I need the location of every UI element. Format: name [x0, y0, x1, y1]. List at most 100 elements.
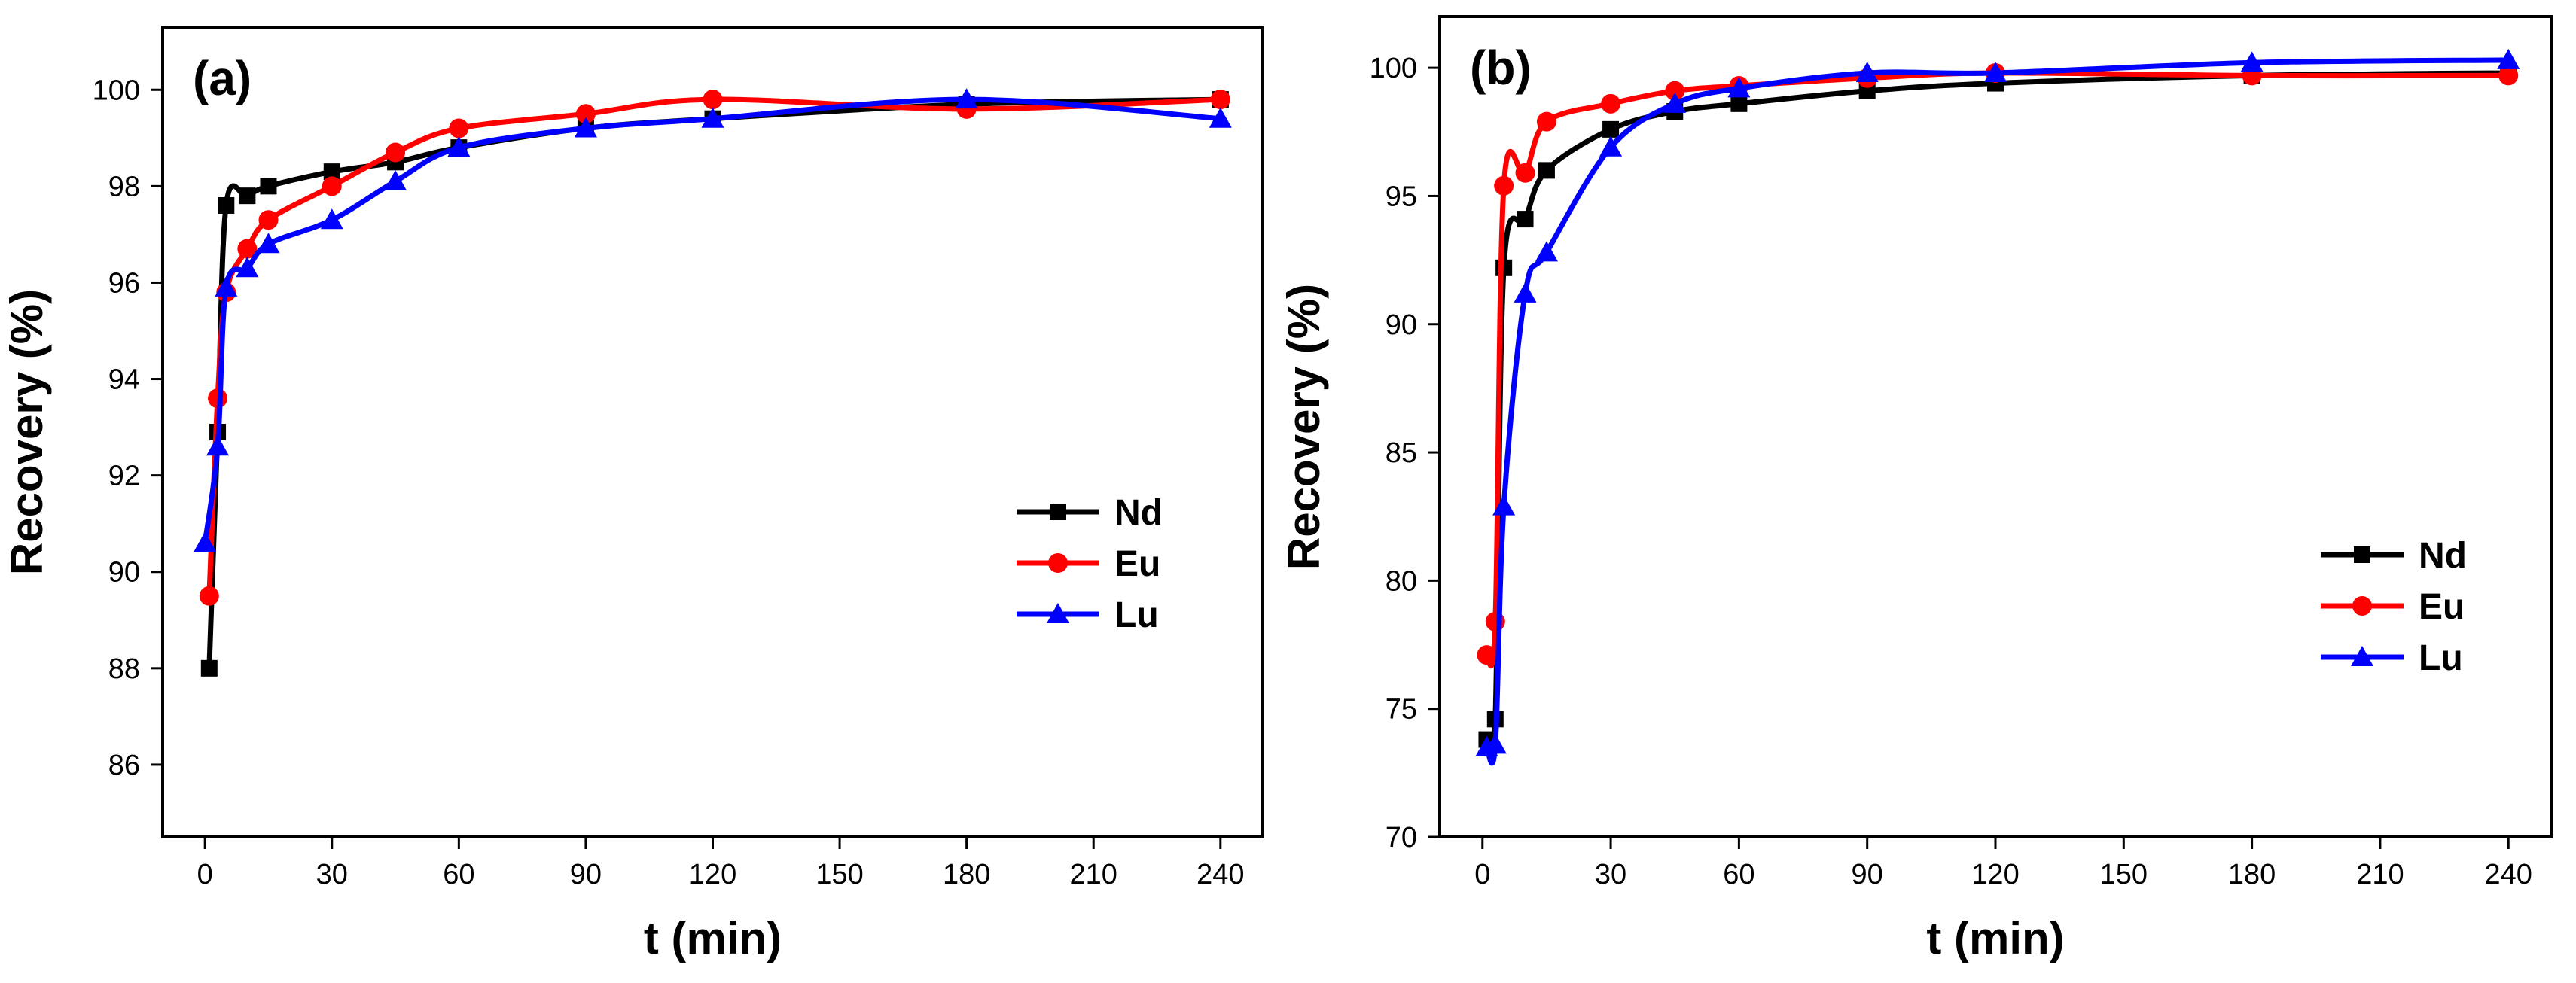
data-point-nd	[323, 163, 340, 181]
data-point-lu	[320, 208, 343, 230]
series-line-nd	[206, 96, 1224, 671]
x-tick-label: 120	[1971, 859, 2019, 890]
data-point-lu	[1535, 241, 1558, 262]
x-tick-label: 210	[2356, 859, 2404, 890]
y-tick-label: 80	[1386, 565, 1417, 597]
data-point-nd	[239, 187, 256, 205]
data-point-eu	[2498, 65, 2519, 86]
data-point-lu	[1727, 77, 1751, 98]
y-tick-label: 98	[108, 171, 140, 202]
data-point-lu	[1514, 282, 1537, 303]
x-tick-label: 180	[2228, 859, 2276, 890]
legend-marker-nd	[1050, 504, 1066, 520]
data-point-nd	[1602, 120, 1620, 138]
y-tick-label: 95	[1386, 181, 1417, 212]
y-tick-label: 70	[1386, 822, 1417, 854]
y-tick-label: 100	[1370, 53, 1417, 84]
data-point-lu	[1984, 61, 2007, 82]
data-point-lu	[215, 275, 238, 297]
data-point-lu	[1855, 61, 1879, 82]
data-point-nd	[1730, 95, 1748, 112]
x-axis-title: t (min)	[1926, 913, 2064, 963]
plot-frame	[1438, 15, 2553, 838]
y-tick-label: 88	[108, 653, 140, 685]
data-point-eu	[1210, 90, 1230, 110]
data-point-eu	[1665, 81, 1685, 101]
data-point-lu	[955, 88, 978, 109]
data-point-eu	[386, 142, 406, 163]
y-tick-label: 100	[93, 75, 140, 106]
data-point-eu	[258, 210, 279, 230]
data-point-lu	[447, 136, 471, 157]
legend-label-eu: Eu	[1114, 544, 1160, 584]
y-tick-label: 86	[108, 750, 140, 781]
data-point-eu	[1477, 645, 1497, 665]
y-tick-label: 90	[1386, 309, 1417, 341]
x-tick-label: 150	[2100, 859, 2148, 890]
legend-label-lu: Lu	[2419, 638, 2463, 678]
data-point-eu	[237, 239, 258, 259]
data-point-eu	[1536, 111, 1556, 132]
data-point-eu	[703, 90, 723, 110]
data-point-eu	[449, 118, 469, 138]
y-tick-label: 94	[108, 364, 140, 396]
data-point-nd	[1538, 162, 1555, 179]
data-point-lu	[194, 531, 217, 552]
series-line-lu	[202, 96, 1224, 546]
series-nd	[200, 91, 1229, 677]
data-point-lu	[701, 107, 724, 128]
data-point-lu	[1492, 495, 1516, 516]
x-tick-label: 0	[197, 859, 213, 890]
y-axis-title: Recovery (%)	[1279, 284, 1329, 570]
series-line-lu	[1483, 57, 2511, 766]
data-point-lu	[384, 169, 407, 190]
data-point-eu	[1494, 175, 1514, 196]
panel-label: (b)	[1470, 41, 1532, 95]
data-point-nd	[1517, 211, 1534, 228]
chart-panel-b: 0 30 60 90 120 150 180 210 240 70 75 80 85 90 95 100 t (…	[1279, 15, 2553, 963]
data-point-eu	[1485, 611, 1505, 631]
data-point-nd	[200, 659, 218, 677]
legend-label-lu: Lu	[1114, 595, 1159, 635]
x-tick-label: 240	[2485, 859, 2532, 890]
data-point-eu	[575, 104, 596, 124]
legend-marker-lu	[1047, 603, 1069, 623]
x-tick-label: 60	[443, 859, 474, 890]
x-tick-label: 210	[1070, 859, 1117, 890]
data-point-lu	[574, 117, 597, 138]
data-point-nd	[218, 196, 235, 214]
series-eu	[1477, 62, 2519, 669]
plot-frame	[161, 26, 1264, 838]
data-point-nd	[260, 178, 277, 195]
x-tick-label: 90	[570, 859, 602, 890]
series-line-eu	[206, 96, 1224, 599]
legend-label-eu: Eu	[2419, 587, 2465, 627]
x-tick-label: 0	[1474, 859, 1490, 890]
y-axis-title: Recovery (%)	[2, 289, 52, 575]
data-point-lu	[206, 435, 230, 456]
data-point-lu	[236, 257, 259, 278]
x-axis-title: t (min)	[644, 913, 782, 963]
y-tick-label: 96	[108, 267, 140, 299]
data-point-lu	[2240, 51, 2264, 72]
series-lu	[1475, 48, 2520, 766]
legend-marker-eu	[1048, 553, 1068, 573]
panel-label: (a)	[193, 51, 252, 105]
data-point-lu	[2497, 48, 2520, 69]
x-tick-label: 30	[1595, 859, 1626, 890]
data-point-lu	[1209, 107, 1232, 128]
y-tick-label: 85	[1386, 437, 1417, 469]
x-tick-label: 90	[1852, 859, 1883, 890]
series-line-eu	[1483, 70, 2511, 669]
data-point-lu	[1663, 92, 1687, 113]
legend-label-nd: Nd	[1114, 493, 1163, 533]
x-tick-label: 180	[943, 859, 990, 890]
y-tick-label: 92	[108, 461, 140, 492]
series-lu	[194, 88, 1232, 552]
x-tick-label: 60	[1723, 859, 1754, 890]
x-tick-label: 30	[316, 859, 348, 890]
legend-marker-nd	[2354, 546, 2370, 563]
y-tick-label: 90	[108, 557, 140, 589]
legend-label-nd: Nd	[2419, 536, 2467, 576]
